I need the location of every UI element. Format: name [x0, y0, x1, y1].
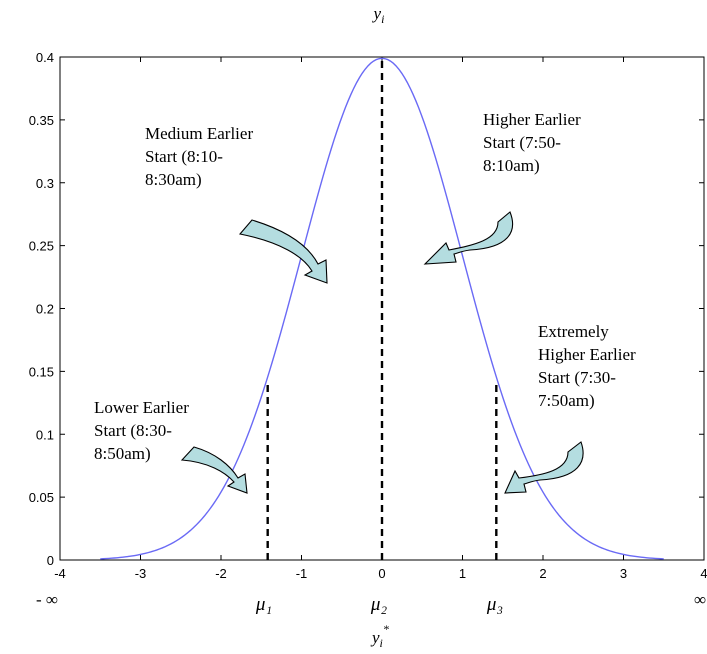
threshold-label: μ₂: [370, 594, 388, 615]
annotation-layer: Medium Earlier Start (8:10- 8:30am) Higher …: [94, 110, 636, 463]
axes-layer: -4 -3 -2 -1 0 1 2 3 4 0 0.05 0.1 0.15 0.2 0.25 0.3 0.35 0…: [29, 50, 707, 581]
bottom-axis-label-subscript: i: [380, 636, 383, 650]
x-tick-label: 1: [459, 566, 466, 581]
annotation-line: Start (7:30-: [538, 368, 616, 387]
x-tick-label: -3: [135, 566, 147, 581]
y-tick-label: 0.3: [36, 176, 54, 191]
x-tick-label: 4: [700, 566, 707, 581]
annotation-line: Start (8:30-: [94, 421, 172, 440]
y-tick-label: 0.25: [29, 239, 54, 254]
y-tick-label: 0.15: [29, 364, 54, 379]
x-tick-label: 0: [378, 566, 385, 581]
annotation-line: 8:10am): [483, 156, 540, 175]
annotation-text: Higher Earlier Start (7:50- 8:10am): [483, 110, 581, 175]
x-tick-label: -4: [54, 566, 66, 581]
x-tick-label: 2: [539, 566, 546, 581]
annotation-text: Extremely Higher Earlier Start (7:30- 7:50a…: [538, 322, 636, 410]
y-tick-label: 0: [47, 553, 54, 568]
top-axis-label-subscript: i: [381, 12, 384, 26]
bottom-axis-label: yi*: [370, 622, 389, 650]
y-tick-label: 0.1: [36, 427, 54, 442]
callout-arrow-icon: [180, 446, 248, 494]
callout-arrow-icon: [423, 211, 514, 265]
y-tick-label: 0.35: [29, 113, 54, 128]
callout-arrow-icon: [238, 219, 328, 284]
threshold-label: μ₃: [486, 594, 503, 615]
arrow-layer: [180, 211, 584, 494]
annotation-line: 7:50am): [538, 391, 595, 410]
annotation-line: Medium Earlier: [145, 124, 253, 143]
annotation-line: Start (7:50-: [483, 133, 561, 152]
x-tick-label: -1: [296, 566, 308, 581]
top-axis-label: yi: [372, 4, 385, 26]
annotation-line: 8:50am): [94, 444, 151, 463]
positive-infinity-label: ∞: [694, 590, 706, 609]
density-curve: [100, 57, 664, 560]
x-tick-label: 3: [620, 566, 627, 581]
annotation-line: Higher Earlier: [483, 110, 581, 129]
threshold-layer: [266, 57, 498, 560]
annotation-line: Lower Earlier: [94, 398, 189, 417]
annotation-text: Medium Earlier Start (8:10- 8:30am): [145, 124, 253, 189]
y-tick-label: 0.4: [36, 50, 54, 65]
callout-arrow-icon: [504, 441, 584, 494]
negative-infinity-label: - ∞: [36, 590, 58, 609]
annotation-line: Start (8:10-: [145, 147, 223, 166]
annotation-line: 8:30am): [145, 170, 202, 189]
x-tick-label: -2: [215, 566, 227, 581]
annotation-text: Lower Earlier Start (8:30- 8:50am): [94, 398, 189, 463]
bottom-axis-label-superscript: *: [383, 622, 389, 636]
label-layer: yi yi* - ∞ ∞ μ₁ μ₂ μ₃: [36, 4, 706, 650]
annotation-line: Extremely: [538, 322, 609, 341]
threshold-label: μ₁: [255, 594, 272, 615]
annotation-line: Higher Earlier: [538, 345, 636, 364]
y-tick-label: 0.2: [36, 302, 54, 317]
y-tick-label: 0.05: [29, 490, 54, 505]
curve-layer: [100, 57, 664, 560]
